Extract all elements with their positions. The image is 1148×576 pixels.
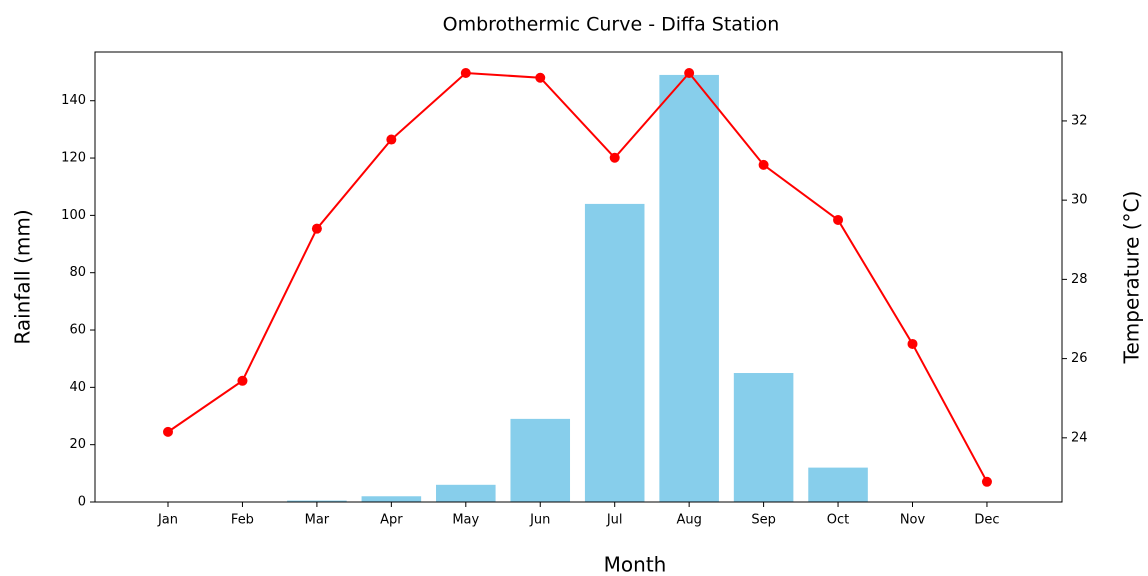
marker [460,67,471,78]
x-tick-label: Jun [529,513,550,528]
y2-tick-label: 24 [1071,430,1088,445]
y-tick-label: 0 [78,495,86,510]
x-tick-label: Nov [900,513,926,528]
x-axis-label: Month [604,553,667,576]
y-tick-label: 60 [69,323,86,338]
bar [287,500,347,502]
marker [237,375,248,386]
y-tick-label: 100 [61,208,86,223]
y2-axis-label: Temperature (°C) [1120,191,1144,365]
marker [833,214,844,225]
x-tick-label: Apr [380,513,403,528]
y-tick-label: 40 [69,380,86,395]
bar [510,418,571,502]
bar [361,496,422,502]
x-tick-label: Oct [827,513,849,528]
x-tick-label: Jul [606,513,623,528]
bar [659,74,719,503]
marker [535,72,546,83]
y-tick-label: 120 [61,151,86,166]
marker [758,159,769,170]
x-tick-label: Sep [751,513,776,528]
bar [733,373,794,502]
marker [311,223,322,234]
marker [163,426,173,437]
x-tick-label: May [452,513,479,528]
marker [981,476,992,487]
x-tick-label: Dec [974,513,999,528]
y2-tick-label: 30 [1071,193,1088,208]
line [167,71,988,483]
y-tick-label: 20 [69,437,86,452]
y2-tick-label: 32 [1071,113,1088,128]
marker [684,67,695,78]
y-tick-label: 140 [61,93,86,108]
y2-tick-label: 26 [1071,351,1088,366]
marker [386,134,397,145]
chart-title: Ombrothermic Curve - Diffa Station [443,14,780,36]
x-tick-label: Aug [676,513,701,528]
x-tick-label: Feb [231,513,254,528]
marker [609,152,620,163]
x-tick-label: Jan [157,513,178,528]
bar [584,203,645,502]
x-tick-label: Mar [305,513,330,528]
marker [907,338,918,349]
plot-frame [94,51,1063,503]
y-tick-label: 80 [69,265,86,280]
y-axis-label: Rainfall (mm) [11,209,35,344]
y2-tick-label: 28 [1071,272,1088,287]
bar [436,484,496,502]
bar [808,467,868,502]
